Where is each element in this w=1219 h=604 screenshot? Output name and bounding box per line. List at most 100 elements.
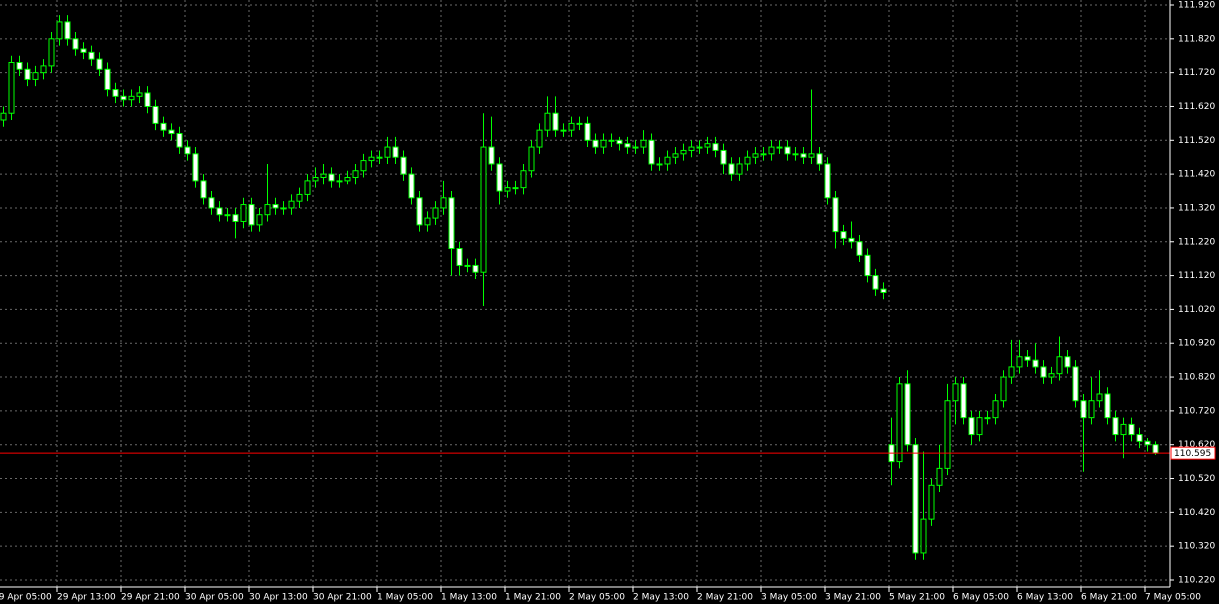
candle-body bbox=[856, 241, 863, 256]
y-tick-label: 110.620 bbox=[1178, 440, 1215, 450]
candle-body bbox=[312, 177, 319, 182]
candle-body bbox=[680, 149, 687, 155]
x-tick-label: 2 May 21:00 bbox=[697, 593, 753, 603]
candle-body bbox=[488, 146, 495, 165]
y-tick-label: 111.520 bbox=[1178, 136, 1215, 146]
candle-body bbox=[1080, 400, 1087, 419]
y-tick-label: 111.120 bbox=[1178, 271, 1215, 281]
x-tick-label: 6 May 13:00 bbox=[1017, 593, 1073, 603]
candle-body bbox=[1056, 356, 1063, 375]
candle-body bbox=[432, 207, 439, 219]
candle-body bbox=[528, 146, 535, 172]
x-tick-label: 7 May 05:00 bbox=[1145, 593, 1201, 603]
candle-body bbox=[0, 112, 7, 121]
candle-body bbox=[288, 200, 295, 209]
candle-body bbox=[240, 204, 247, 222]
candle-body bbox=[264, 204, 271, 216]
candle-body bbox=[344, 177, 351, 182]
candle-body bbox=[712, 143, 719, 151]
candle-body bbox=[936, 467, 943, 486]
x-tick-label: 5 May 21:00 bbox=[889, 593, 945, 603]
candle-body bbox=[816, 153, 823, 165]
candle-body bbox=[328, 173, 335, 182]
y-tick-label: 110.920 bbox=[1178, 339, 1215, 349]
candle-body bbox=[672, 153, 679, 158]
candle-body bbox=[688, 146, 695, 151]
candle-body bbox=[256, 214, 263, 226]
candle-body bbox=[464, 264, 471, 267]
x-tick-label: 29 Apr 21:00 bbox=[121, 593, 180, 603]
candle-body bbox=[824, 163, 831, 199]
candle-body bbox=[1104, 393, 1111, 419]
candle-body bbox=[24, 68, 31, 80]
candle-body bbox=[952, 383, 959, 402]
candle-body bbox=[984, 417, 991, 420]
x-tick-label: 6 May 05:00 bbox=[953, 593, 1009, 603]
y-tick-label: 110.820 bbox=[1178, 373, 1215, 383]
candle-body bbox=[904, 383, 911, 446]
candle-body bbox=[408, 173, 415, 199]
candle-body bbox=[1040, 366, 1047, 378]
candle-body bbox=[88, 51, 95, 60]
candle-body bbox=[368, 156, 375, 162]
candle-body bbox=[1064, 356, 1071, 368]
candle-body bbox=[168, 129, 175, 135]
candle-body bbox=[120, 95, 127, 101]
x-tick-label: 1 May 13:00 bbox=[441, 593, 497, 603]
candle-body bbox=[1008, 366, 1015, 378]
candle-body bbox=[696, 146, 703, 149]
candle-body bbox=[296, 193, 303, 202]
candle-body bbox=[584, 122, 591, 141]
candle-body bbox=[64, 21, 71, 40]
x-tick-label: 3 May 21:00 bbox=[825, 593, 881, 603]
candle-body bbox=[400, 156, 407, 175]
candle-body bbox=[8, 62, 15, 114]
candle-body bbox=[752, 153, 759, 158]
candle-body bbox=[1032, 359, 1039, 368]
candle-body bbox=[552, 112, 559, 131]
candle-body bbox=[1112, 417, 1119, 436]
candle-body bbox=[760, 153, 767, 156]
y-tick-label: 111.220 bbox=[1178, 237, 1215, 247]
last-price-label: 110.595 bbox=[1174, 449, 1211, 459]
y-tick-label: 110.220 bbox=[1178, 576, 1215, 586]
candle-body bbox=[840, 231, 847, 239]
candle-body bbox=[184, 146, 191, 155]
candle-body bbox=[192, 153, 199, 182]
candle-body bbox=[872, 275, 879, 290]
candle-body bbox=[896, 383, 903, 463]
x-tick-label: 1 May 21:00 bbox=[505, 593, 561, 603]
candle-body bbox=[568, 122, 575, 131]
y-tick-label: 110.520 bbox=[1178, 474, 1215, 484]
candle-body bbox=[1000, 376, 1007, 402]
candle-body bbox=[968, 417, 975, 436]
candle-body bbox=[784, 146, 791, 155]
x-tick-label: 30 Apr 21:00 bbox=[313, 593, 372, 603]
candle-body bbox=[128, 95, 135, 101]
candle-body bbox=[920, 518, 927, 554]
candle-body bbox=[928, 484, 935, 520]
candle-body bbox=[440, 197, 447, 209]
candle-body bbox=[1144, 440, 1151, 446]
candle-body bbox=[480, 146, 487, 273]
x-tick-label: 3 May 05:00 bbox=[761, 593, 817, 603]
candle-body bbox=[472, 264, 479, 273]
candle-body bbox=[520, 170, 527, 189]
y-tick-label: 111.720 bbox=[1178, 68, 1215, 78]
candle-body bbox=[16, 62, 23, 70]
candle-body bbox=[176, 133, 183, 148]
candle-body bbox=[944, 400, 951, 469]
x-tick-label: 2 May 05:00 bbox=[569, 593, 625, 603]
candle-body bbox=[592, 139, 599, 148]
candle-body bbox=[608, 139, 615, 142]
candle-body bbox=[648, 139, 655, 165]
y-tick-label: 111.020 bbox=[1178, 305, 1215, 315]
candle-body bbox=[1120, 423, 1127, 436]
candle-body bbox=[544, 112, 551, 131]
candle-body bbox=[208, 197, 215, 209]
candle-body bbox=[416, 197, 423, 226]
candle-body bbox=[272, 204, 279, 209]
candle-body bbox=[56, 21, 63, 40]
